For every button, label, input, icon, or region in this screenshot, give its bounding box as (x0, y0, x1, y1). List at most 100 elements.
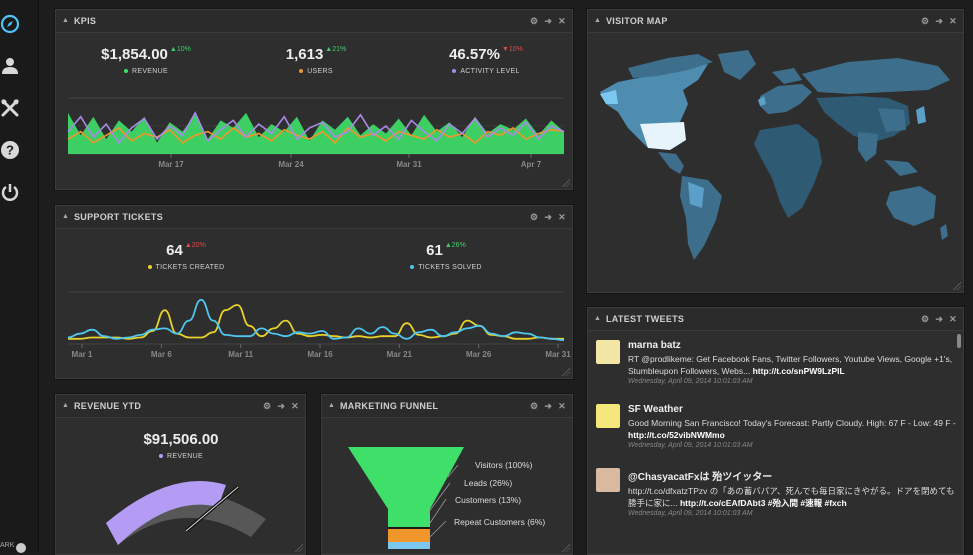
support-widget: ▲ SUPPORT TICKETS ⚙ ➜ ✕ 64 ▲20% TICKETS C… (55, 205, 573, 379)
map-europe (760, 84, 812, 114)
funnel-header: ▲ MARKETING FUNNEL ⚙ ➜ ✕ (322, 395, 572, 418)
tweet-author[interactable]: marna batz (628, 340, 681, 351)
funnel-label: Leads (26%) (464, 478, 512, 488)
avatar[interactable] (596, 468, 620, 492)
kpi-chart: Mar 17 Mar 24 Mar 31 Apr 7 (67, 97, 565, 169)
avatar[interactable] (596, 340, 620, 364)
map-brazil (688, 182, 704, 208)
series-line-users (67, 126, 565, 144)
x-tick-label: Mar 24 (278, 160, 304, 169)
tweet-author[interactable]: SF Weather (628, 404, 683, 415)
x-tick-label: Mar 11 (228, 350, 253, 359)
tools-icon[interactable] (0, 98, 20, 118)
dark-mode-toggle[interactable]: ARK (0, 542, 30, 553)
visitor-map-title: VISITOR MAP (606, 16, 668, 26)
users-dot (299, 69, 304, 74)
map-africa (754, 124, 822, 218)
gear-icon[interactable]: ⚙ (529, 16, 539, 26)
map-new-zealand (940, 224, 948, 240)
scrollbar[interactable] (957, 334, 961, 348)
kpis-header: ▲ KPIS ⚙ ➜ ✕ (56, 10, 572, 33)
tweet-text: RT @prodlikeme: Get Facebook Fans, Twitt… (628, 354, 953, 376)
close-icon[interactable]: ✕ (949, 314, 957, 324)
revenue-label: REVENUE (132, 68, 168, 75)
resize-handle[interactable] (953, 282, 961, 290)
resize-handle[interactable] (295, 544, 303, 552)
collapse-icon[interactable]: ▲ (62, 213, 70, 220)
kpis-title: KPIS (74, 16, 97, 26)
gear-icon[interactable]: ⚙ (262, 401, 272, 411)
kpi-revenue-ytd: $91,506.00 REVENUE (116, 431, 246, 460)
funnel-customers (388, 529, 430, 542)
tweet-date: Wednesday, April 09, 2014 10:01:03 AM (628, 442, 753, 449)
x-tick-label: Mar 16 (307, 350, 333, 359)
compass-icon[interactable] (0, 14, 20, 34)
arrow-right-icon[interactable]: ➜ (544, 212, 553, 222)
arrow-right-icon[interactable]: ➜ (544, 401, 553, 411)
users-label: USERS (307, 68, 333, 75)
tweet-link[interactable]: http://t.co/52vibNWMmo (628, 430, 725, 440)
close-icon[interactable]: ✕ (558, 212, 566, 222)
gear-icon[interactable]: ⚙ (920, 314, 930, 324)
leader-line (427, 482, 451, 514)
support-title: SUPPORT TICKETS (74, 212, 164, 222)
sidebar: ? ARK (0, 0, 39, 553)
funnel-title: MARKETING FUNNEL (340, 401, 439, 411)
map-usa (640, 122, 686, 150)
series-line-tickets-solved (67, 298, 565, 341)
close-icon[interactable]: ✕ (949, 16, 957, 26)
gear-icon[interactable]: ⚙ (529, 401, 539, 411)
map-canada-north (628, 54, 713, 78)
user-icon[interactable] (0, 56, 20, 76)
map-greenland (718, 50, 756, 80)
users-value: 1,613 (285, 46, 324, 63)
collapse-icon[interactable]: ▲ (594, 315, 602, 322)
tweet-link[interactable]: http://t.co/snPW9LzPIL (752, 366, 845, 376)
visitor-map-header: ▲ VISITOR MAP ⚙ ➜ ✕ (588, 10, 963, 33)
kpi-revenue: $1,854.00 ▲10% REVENUE (86, 46, 206, 75)
series-line-activity-level (67, 111, 565, 145)
tweets-title: LATEST TWEETS (606, 314, 685, 324)
arrow-right-icon[interactable]: ➜ (544, 16, 553, 26)
tweet-text: Good Morning San Francisco! Today's Fore… (628, 418, 956, 428)
close-icon[interactable]: ✕ (558, 16, 566, 26)
revenue-ytd-label: REVENUE (167, 453, 203, 460)
resize-handle[interactable] (562, 179, 570, 187)
revenue-ytd-title: REVENUE YTD (74, 401, 142, 411)
power-icon[interactable] (0, 182, 20, 202)
collapse-icon[interactable]: ▲ (62, 402, 70, 409)
collapse-icon[interactable]: ▲ (328, 402, 336, 409)
avatar[interactable] (596, 404, 620, 428)
solved-label: TICKETS SOLVED (418, 264, 482, 271)
svg-text:?: ? (6, 143, 14, 158)
widget-tools: ⚙ ➜ ✕ (921, 308, 957, 330)
map-central-america (658, 152, 684, 174)
revenue-gauge (106, 480, 266, 545)
help-icon[interactable]: ? (0, 140, 20, 160)
tweet-date: Wednesday, April 09, 2014 10:01:03 AM (628, 378, 753, 385)
collapse-icon[interactable]: ▲ (62, 17, 70, 24)
toggle-knob (16, 543, 26, 553)
x-tick-label: Mar 6 (151, 350, 172, 359)
series-area-revenue (68, 112, 564, 154)
close-icon[interactable]: ✕ (291, 401, 299, 411)
arrow-right-icon[interactable]: ➜ (277, 401, 286, 411)
collapse-icon[interactable]: ▲ (594, 17, 602, 24)
created-change: ▲20% (184, 242, 206, 249)
arrow-right-icon[interactable]: ➜ (935, 314, 944, 324)
resize-handle[interactable] (562, 368, 570, 376)
close-icon[interactable]: ✕ (558, 401, 566, 411)
x-tick-label: Mar 1 (72, 350, 93, 359)
revenue-value: $1,854.00 (101, 46, 168, 63)
arrow-right-icon[interactable]: ➜ (935, 16, 944, 26)
resize-handle[interactable] (562, 544, 570, 552)
world-map[interactable] (588, 32, 963, 290)
gear-icon[interactable]: ⚙ (529, 212, 539, 222)
map-india (858, 132, 878, 162)
gear-icon[interactable]: ⚙ (920, 16, 930, 26)
widget-tools: ⚙ ➜ ✕ (263, 395, 299, 417)
tweet-author[interactable]: @ChasyacatFxは 殆ツイッター (628, 472, 773, 483)
revenue-ytd-header: ▲ REVENUE YTD ⚙ ➜ ✕ (56, 395, 305, 418)
tweet-text: http://t.co/dfxatzTPzv の「あの蓄バパア、死んでも毎日家に… (628, 486, 955, 508)
tweet-link[interactable]: http://t.co/cEAfDAbt3 #殆入間 #速報 #fxch (679, 498, 847, 508)
